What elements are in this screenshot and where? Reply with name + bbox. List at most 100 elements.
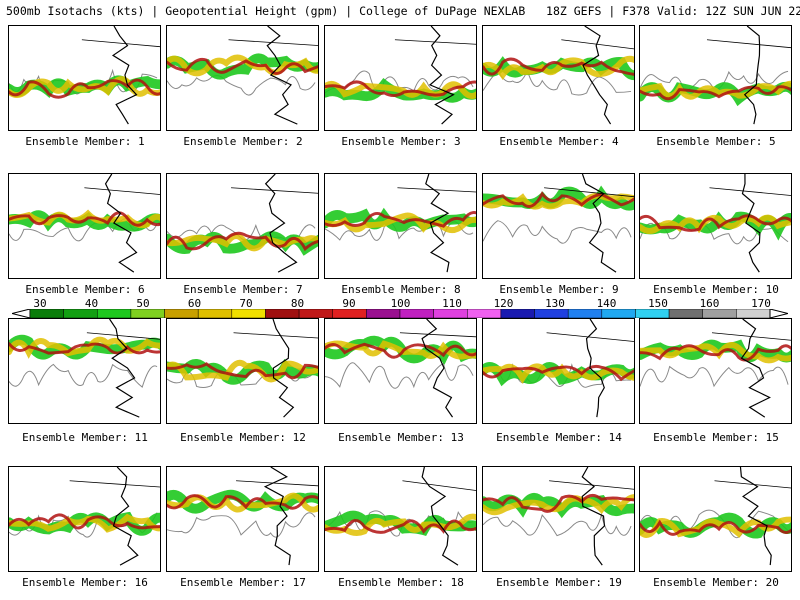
colorbar-tick-label: 90 xyxy=(342,297,356,310)
isotach-band xyxy=(167,362,318,380)
colorbar-swatch xyxy=(567,309,603,318)
coastline xyxy=(428,26,455,125)
coastline xyxy=(421,467,459,566)
colorbar-right-arrow xyxy=(769,309,788,318)
isotach-band xyxy=(167,494,318,510)
isotach-band xyxy=(325,212,476,234)
ensemble-map-panel xyxy=(639,318,792,424)
isotach-band xyxy=(483,57,634,76)
ensemble-map-panel xyxy=(8,173,161,279)
isotach-band xyxy=(640,85,791,101)
coastline xyxy=(264,174,298,273)
border-line xyxy=(233,332,318,339)
height-contour xyxy=(9,363,158,388)
ensemble-map-panel xyxy=(8,25,161,131)
colorbar-tick-label: 170 xyxy=(751,297,771,310)
coastline xyxy=(104,174,138,273)
isotach-band xyxy=(640,344,791,362)
ensemble-map-panel xyxy=(8,318,161,424)
isotach-band xyxy=(167,231,318,252)
ensemble-map-panel xyxy=(166,173,319,279)
colorbar-tick-label: 140 xyxy=(596,297,617,310)
coastline xyxy=(263,467,291,566)
isotach-band xyxy=(9,342,160,355)
ensemble-map-panel xyxy=(482,466,635,572)
border-line xyxy=(231,187,318,194)
panel-label: Ensemble Member: 14 xyxy=(496,431,622,444)
colorbar-swatch xyxy=(197,309,233,318)
panel-label: Ensemble Member: 1 xyxy=(25,135,145,148)
colorbar-swatch xyxy=(29,309,64,318)
panel-label: Ensemble Member: 7 xyxy=(183,283,303,296)
panel-label: Ensemble Member: 18 xyxy=(338,576,464,589)
isotach-band xyxy=(640,214,791,232)
isotach-band xyxy=(640,519,791,536)
ensemble-map-panel xyxy=(482,318,635,424)
panel-label: Ensemble Member: 13 xyxy=(338,431,464,444)
colorbar-swatch xyxy=(736,309,771,318)
ensemble-map-panel xyxy=(166,25,319,131)
colorbar-tick-label: 120 xyxy=(493,297,514,310)
isotach-band xyxy=(9,211,160,227)
panel-label: Ensemble Member: 19 xyxy=(496,576,622,589)
border-line xyxy=(397,187,476,193)
colorbar-swatch xyxy=(534,309,569,318)
height-contour xyxy=(483,512,632,537)
colorbar-swatch xyxy=(265,309,300,318)
coastline xyxy=(585,319,605,418)
panel-label: Ensemble Member: 16 xyxy=(22,576,148,589)
isotach-band xyxy=(483,494,634,516)
panel-label: Ensemble Member: 20 xyxy=(653,576,779,589)
isotach-band xyxy=(325,519,476,535)
colorbar-left-arrow xyxy=(12,309,31,318)
panel-label: Ensemble Member: 10 xyxy=(653,283,779,296)
isotach-band xyxy=(483,493,634,513)
colorbar-swatch xyxy=(668,309,703,318)
isotach-band xyxy=(325,513,476,536)
panel-label: Ensemble Member: 12 xyxy=(180,431,306,444)
isotach-band xyxy=(167,57,318,75)
border-line xyxy=(714,480,791,489)
height-contour xyxy=(167,75,316,96)
colorbar-swatch xyxy=(601,309,636,318)
isotach-colorbar xyxy=(12,309,788,318)
colorbar-tick-label: 160 xyxy=(699,297,720,310)
panel-label: Ensemble Member: 8 xyxy=(341,283,461,296)
ensemble-map-panel xyxy=(166,466,319,572)
coastline xyxy=(111,26,138,125)
isotach-band xyxy=(483,191,634,208)
ensemble-map-panel xyxy=(639,173,792,279)
border-line xyxy=(706,39,791,49)
colorbar-swatch xyxy=(298,309,333,318)
border-line xyxy=(236,480,318,487)
coastline xyxy=(421,319,454,418)
coastline xyxy=(581,467,606,566)
coastline xyxy=(582,26,612,125)
ensemble-map-panel xyxy=(639,25,792,131)
coastline xyxy=(266,26,298,125)
colorbar-swatch xyxy=(399,309,434,318)
colorbar-tick-label: 110 xyxy=(442,297,462,310)
colorbar-swatch xyxy=(433,309,468,318)
colorbar-tick-label: 150 xyxy=(648,297,668,310)
colorbar-swatch xyxy=(500,309,535,318)
height-contour xyxy=(640,365,789,388)
coastline xyxy=(112,467,139,566)
isotach-band xyxy=(9,78,160,99)
panel-label: Ensemble Member: 3 xyxy=(341,135,461,148)
isotach-band xyxy=(483,55,634,81)
ensemble-map-panel xyxy=(482,25,635,131)
isotach-band xyxy=(9,513,160,530)
panel-label: Ensemble Member: 6 xyxy=(25,283,145,296)
border-line xyxy=(86,332,160,340)
border-line xyxy=(399,332,476,338)
ensemble-map-panel xyxy=(482,173,635,279)
coastline xyxy=(740,319,771,418)
height-contour xyxy=(483,220,632,244)
colorbar-tick-label: 80 xyxy=(290,297,305,310)
colorbar-tick-label: 100 xyxy=(390,297,411,310)
isotach-band xyxy=(640,214,791,234)
coastline xyxy=(739,467,772,566)
colorbar-swatch xyxy=(231,309,266,318)
border-line xyxy=(711,332,791,341)
